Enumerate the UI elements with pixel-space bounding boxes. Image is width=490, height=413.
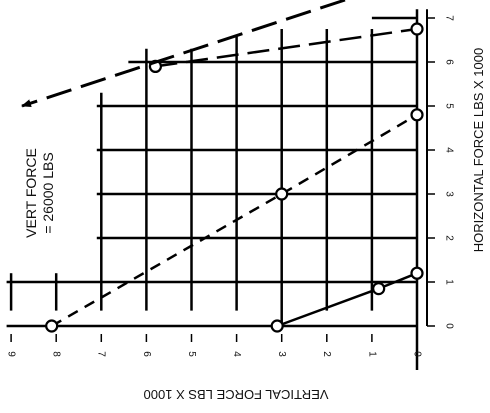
x-tick-label: 9 [5, 351, 16, 357]
x-tick-label: 5 [186, 351, 197, 357]
data-point-marker [410, 266, 424, 280]
data-point-marker [410, 22, 424, 36]
y-tick-label: 1 [443, 279, 454, 285]
x-tick-label: 3 [276, 351, 287, 357]
y-tick-label: 6 [443, 59, 454, 65]
data-point-marker [410, 108, 424, 122]
series-line-long-dash [155, 27, 418, 68]
annotation-line-2: = 26000 LBS [40, 152, 56, 233]
annotation-line-1: VERT FORCE [23, 148, 39, 238]
x-tick-label: 4 [231, 351, 242, 357]
right-axis [10, 9, 435, 342]
y-tick-label: 0 [443, 323, 454, 329]
data-point-marker [275, 187, 289, 201]
data-point-marker [270, 319, 284, 333]
y-tick-label: 4 [443, 147, 454, 153]
resultant-arrow [21, 0, 346, 108]
y-tick-label: 2 [443, 235, 454, 241]
x-tick-label: 8 [51, 351, 62, 357]
data-point-marker [372, 282, 386, 296]
x-tick-label: 2 [321, 351, 332, 357]
series-line-short-dash [51, 113, 418, 328]
grid-lines [6, 9, 419, 370]
y-tick-label: 7 [443, 15, 454, 21]
x-tick-label: 0 [411, 351, 422, 357]
series-group [45, 22, 424, 333]
x-tick-label: 6 [141, 351, 152, 357]
x-axis-label: VERTICAL FORCE LBS X 1000 [144, 387, 329, 402]
tick-labels: 9 8 7 6 5 4 3 2 1 0 0 1 2 3 4 5 6 7 [5, 15, 454, 357]
x-tick-label: 1 [366, 351, 377, 357]
y-tick-label: 3 [443, 191, 454, 197]
x-tick-label: 7 [96, 351, 107, 357]
y-tick-label: 5 [443, 103, 454, 109]
y-axis-label: HORIZONTAL FORCE LBS X 1000 [471, 48, 486, 252]
data-point-marker [45, 319, 59, 333]
